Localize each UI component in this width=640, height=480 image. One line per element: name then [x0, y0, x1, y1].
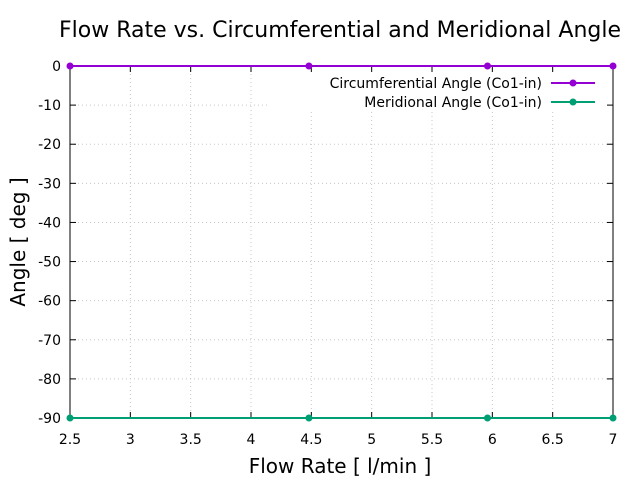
legend: Circumferential Angle (Co1-in) Meridional… — [330, 76, 595, 111]
x-tick-label: 3.5 — [180, 432, 202, 448]
data-point — [305, 62, 313, 70]
legend-swatch-marker — [569, 98, 577, 106]
x-tick-label: 6 — [488, 432, 497, 448]
y-tick-label: -90 — [38, 411, 61, 427]
y-tick-label: 0 — [52, 59, 61, 75]
plot-frame — [69, 65, 614, 419]
y-tick-label: -80 — [38, 372, 61, 388]
x-axis-label: Flow Rate [ l/min ] — [249, 454, 432, 478]
grid — [70, 66, 613, 418]
y-tick-label: -10 — [38, 98, 61, 114]
y-tick-label: -60 — [38, 294, 61, 310]
legend-label: Meridional Angle (Co1-in) — [364, 95, 542, 111]
x-tick-label: 5 — [367, 432, 376, 448]
x-tick-label: 5.5 — [421, 432, 443, 448]
y-tick-label: -20 — [38, 137, 61, 153]
data-point — [66, 62, 74, 70]
x-tick-label: 4 — [247, 432, 256, 448]
y-tick-label: -40 — [38, 215, 61, 231]
x-tick-label: 6.5 — [542, 432, 564, 448]
x-tick-label: 3 — [126, 432, 135, 448]
x-tick-label: 2.5 — [59, 432, 81, 448]
legend-swatch-marker — [569, 79, 577, 87]
data-point — [609, 414, 617, 422]
y-tick-label: -70 — [38, 333, 61, 349]
data-point — [484, 414, 492, 422]
axes: 2.5 3 3.5 4 4.5 5 5.5 6 6.5 7 0 -10 -20 -30 -40 -50 -60 -… — [38, 59, 617, 448]
data-point — [609, 62, 617, 70]
data-point — [66, 414, 74, 422]
data-point — [305, 414, 313, 422]
series-lines — [66, 62, 617, 422]
x-tick-label: 4.5 — [300, 432, 322, 448]
x-tick-label: 7 — [609, 432, 618, 448]
y-tick-label: -30 — [38, 176, 61, 192]
data-point — [484, 62, 492, 70]
y-axis-label: Angle [ deg ] — [6, 177, 30, 306]
chart-title: Flow Rate vs. Circumferential and Meridi… — [59, 18, 621, 43]
legend-label: Circumferential Angle (Co1-in) — [330, 76, 542, 92]
y-tick-label: -50 — [38, 255, 61, 271]
